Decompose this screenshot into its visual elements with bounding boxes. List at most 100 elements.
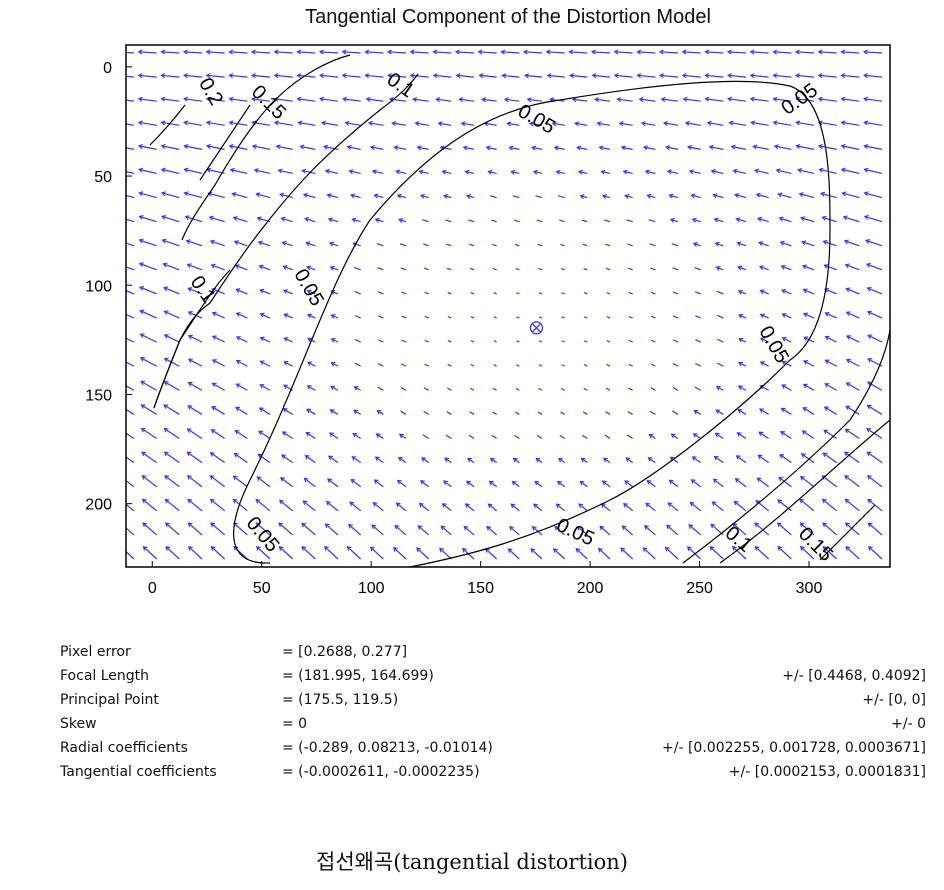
vector-arrow (349, 501, 362, 512)
vector-arrow (254, 169, 271, 175)
vector-arrow (470, 363, 475, 367)
vector-arrow (212, 359, 225, 367)
vector-arrow (489, 195, 497, 199)
vector-arrow (327, 194, 339, 199)
vector-arrow (694, 386, 701, 391)
vector-arrowhead (117, 192, 121, 196)
vector-arrowhead (821, 215, 827, 221)
vector-arrowhead (640, 121, 646, 127)
vector-arrowhead (330, 361, 336, 367)
vector-arrow (398, 218, 407, 223)
vector-arrow (188, 335, 203, 343)
vector-arrow (623, 503, 634, 512)
vector-arrowhead (318, 49, 324, 55)
vector-arrowhead (866, 381, 872, 387)
vector-arrow (433, 74, 452, 78)
vector-arrow (302, 169, 316, 175)
vector-arrow (687, 146, 701, 150)
vector-arrow (211, 546, 226, 560)
vector-arrow (486, 526, 498, 536)
vector-arrow (756, 477, 770, 488)
vector-arrow (690, 502, 702, 512)
vector-arrowhead (137, 73, 143, 79)
vector-arrowhead (669, 456, 675, 462)
vector-arrowhead (864, 238, 871, 244)
vector-arrow (606, 316, 611, 319)
vector-arrow (715, 242, 724, 247)
vector-arrowhead (137, 49, 143, 55)
vector-arrowhead (781, 336, 787, 342)
vector-arrow (413, 98, 429, 102)
vector-arrow (236, 312, 248, 319)
vector-arrowhead (278, 522, 284, 528)
vector-arrowhead (273, 73, 279, 79)
vector-arrowhead (840, 49, 846, 55)
vector-arrowhead (781, 384, 787, 389)
vector-arrowhead (210, 522, 216, 528)
vector-arrow (733, 500, 747, 512)
vector-arrow (578, 170, 588, 175)
vector-arrowhead (803, 360, 809, 365)
vector-arrow (533, 503, 543, 512)
vector-arrow (398, 457, 407, 464)
vector-arrowhead (772, 49, 778, 55)
vector-arrow (164, 498, 180, 512)
vector-arrowhead (283, 361, 289, 366)
vector-arrowhead (164, 498, 170, 504)
vector-arrowhead (353, 386, 359, 391)
vector-arrowhead (867, 358, 873, 363)
vector-arrow (259, 289, 271, 295)
vector-arrowhead (780, 431, 785, 436)
vector-arrow (865, 239, 883, 247)
vector-arrowhead (501, 73, 507, 79)
vector-arrowhead (393, 145, 399, 151)
vector-arrowhead (160, 120, 166, 126)
vector-arrow (463, 525, 475, 536)
vector-arrowhead (319, 73, 324, 79)
vector-arrowhead (620, 547, 626, 553)
vector-arrowhead (183, 120, 189, 126)
param-value: = [0.2688, 0.277] (282, 644, 408, 660)
vector-arrowhead (182, 49, 188, 55)
vector-arrowhead (119, 429, 123, 433)
vector-arrow (401, 363, 407, 367)
vector-arrowhead (416, 145, 422, 151)
vector-arrowhead (758, 265, 764, 271)
vector-arrowhead (117, 263, 121, 267)
vector-arrow (260, 313, 271, 319)
vector-arrowhead (374, 217, 380, 223)
vector-arrowhead (601, 480, 607, 486)
vector-arrowhead (646, 479, 652, 485)
vector-arrowhead (320, 120, 326, 126)
vector-arrow (553, 548, 566, 560)
vector-arrow (796, 98, 815, 102)
vector-arrowhead (414, 121, 420, 127)
vector-arrowhead (709, 546, 715, 551)
vector-arrowhead (824, 383, 830, 388)
vector-arrow (779, 454, 792, 464)
vector-arrowhead (692, 433, 698, 438)
vector-arrowhead (711, 501, 717, 506)
y-axis: 0 50 100 150 200 (85, 60, 132, 514)
vector-arrow (818, 145, 837, 150)
vector-arrowhead (824, 311, 830, 317)
vector-arrow (307, 385, 316, 391)
vector-arrow (210, 522, 226, 536)
vector-arrow (536, 219, 543, 223)
vector-arrow (354, 362, 361, 367)
vector-arrowhead (759, 337, 765, 342)
vector-arrowhead (163, 334, 169, 339)
vector-arrow (343, 98, 361, 102)
vector-arrow (424, 315, 429, 319)
vector-arrowhead (326, 193, 332, 199)
vector-arrowhead (777, 192, 783, 198)
vector-arrow (841, 74, 860, 78)
vector-arrowhead (259, 384, 265, 389)
vector-arrow (354, 314, 361, 319)
vector-arrowhead (325, 500, 331, 506)
vector-arrow (126, 550, 135, 560)
vector-arrow (572, 98, 588, 102)
vector-arrowhead (280, 477, 285, 482)
vector-arrowhead (280, 216, 286, 222)
vector-arrowhead (365, 96, 371, 102)
